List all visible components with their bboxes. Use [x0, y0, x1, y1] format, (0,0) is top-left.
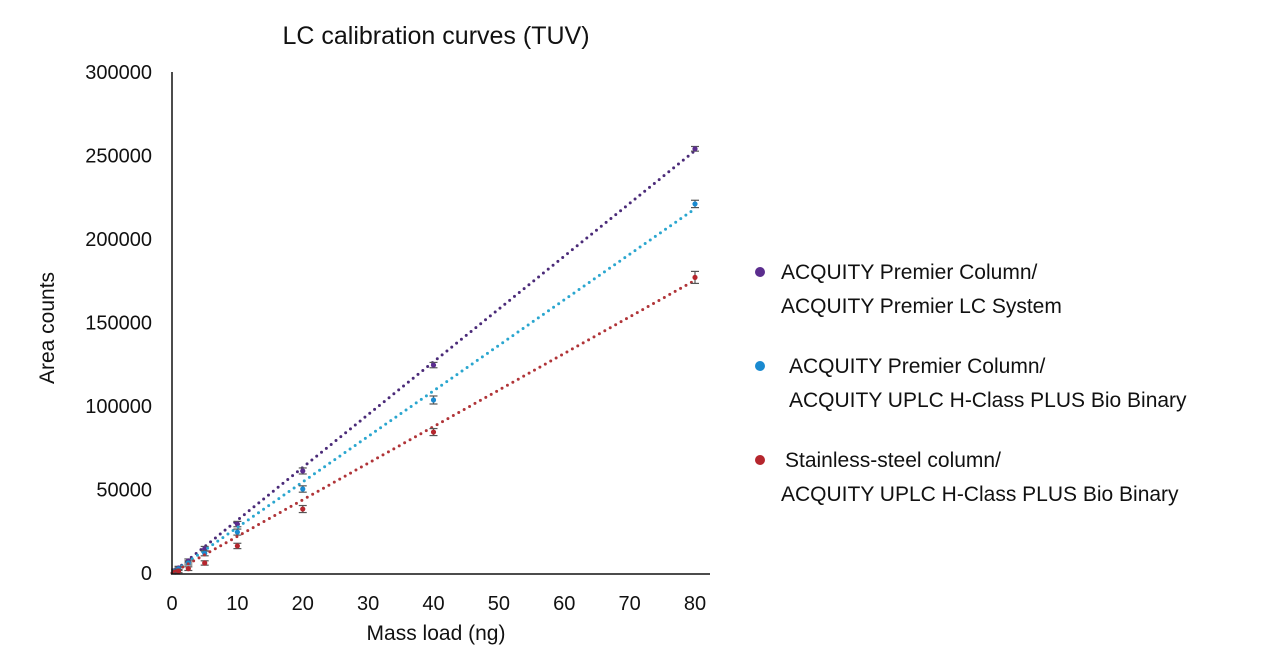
data-point: [692, 275, 697, 280]
data-point: [431, 362, 436, 367]
x-tick-label: 70: [619, 593, 641, 615]
data-point: [431, 429, 436, 434]
legend-label-line1: Stainless-steel column/: [785, 444, 1275, 478]
legend-item-stainless-hclass: Stainless-steel column/ ACQUITY UPLC H-C…: [755, 444, 1275, 512]
x-tick-label: 30: [357, 593, 379, 615]
series-0: [171, 146, 699, 573]
series-2: [171, 271, 699, 574]
y-tick-label: 100000: [85, 396, 152, 418]
y-tick-labels: 0 50000 100000 150000 200000 250000 300000: [85, 62, 152, 585]
x-tick-label: 40: [422, 593, 444, 615]
y-tick-label: 0: [141, 563, 152, 585]
x-tick-label: 0: [166, 593, 177, 615]
legend-marker-icon: [755, 361, 765, 371]
legend: ACQUITY Premier Column/ ACQUITY Premier …: [755, 256, 1275, 538]
x-tick-label: 10: [226, 593, 248, 615]
data-point: [300, 468, 305, 473]
chart-title: LC calibration curves (TUV): [282, 22, 589, 50]
legend-label-line2: ACQUITY Premier LC System: [781, 290, 1275, 324]
trendline: [172, 280, 695, 573]
trendline: [172, 151, 695, 573]
data-point: [300, 486, 305, 491]
legend-label-line2: ACQUITY UPLC H-Class PLUS Bio Binary: [789, 384, 1275, 418]
data-point: [202, 560, 207, 565]
legend-item-premier-lc: ACQUITY Premier Column/ ACQUITY Premier …: [755, 256, 1275, 324]
x-axis-label: Mass load (ng): [367, 622, 506, 645]
y-tick-label: 50000: [96, 480, 152, 502]
legend-label-line1: ACQUITY Premier Column/: [789, 350, 1275, 384]
legend-marker-icon: [755, 455, 765, 465]
data-point: [300, 506, 305, 511]
y-tick-label: 250000: [85, 146, 152, 168]
series-1: [171, 200, 699, 573]
y-tick-label: 150000: [85, 313, 152, 335]
legend-marker-icon: [755, 267, 765, 277]
data-point: [692, 201, 697, 206]
y-tick-label: 200000: [85, 229, 152, 251]
y-tick-label: 300000: [85, 62, 152, 84]
plot-area: [171, 146, 699, 574]
data-point: [235, 529, 240, 534]
legend-item-premier-hclass: ACQUITY Premier Column/ ACQUITY UPLC H-C…: [755, 350, 1275, 418]
trendline: [172, 209, 695, 573]
legend-label-line1: ACQUITY Premier Column/: [781, 256, 1275, 290]
x-tick-label: 60: [553, 593, 575, 615]
legend-label-line2: ACQUITY UPLC H-Class PLUS Bio Binary: [781, 478, 1275, 512]
x-tick-label: 20: [292, 593, 314, 615]
x-tick-labels: 0 10 20 30 40 50 60 70 80: [166, 593, 706, 615]
data-point: [176, 568, 181, 573]
data-point: [692, 146, 697, 151]
x-tick-label: 80: [684, 593, 706, 615]
data-point: [431, 397, 436, 402]
data-point: [186, 566, 191, 571]
x-tick-label: 50: [488, 593, 510, 615]
y-axis-label: Area counts: [36, 272, 59, 384]
data-point: [235, 543, 240, 548]
